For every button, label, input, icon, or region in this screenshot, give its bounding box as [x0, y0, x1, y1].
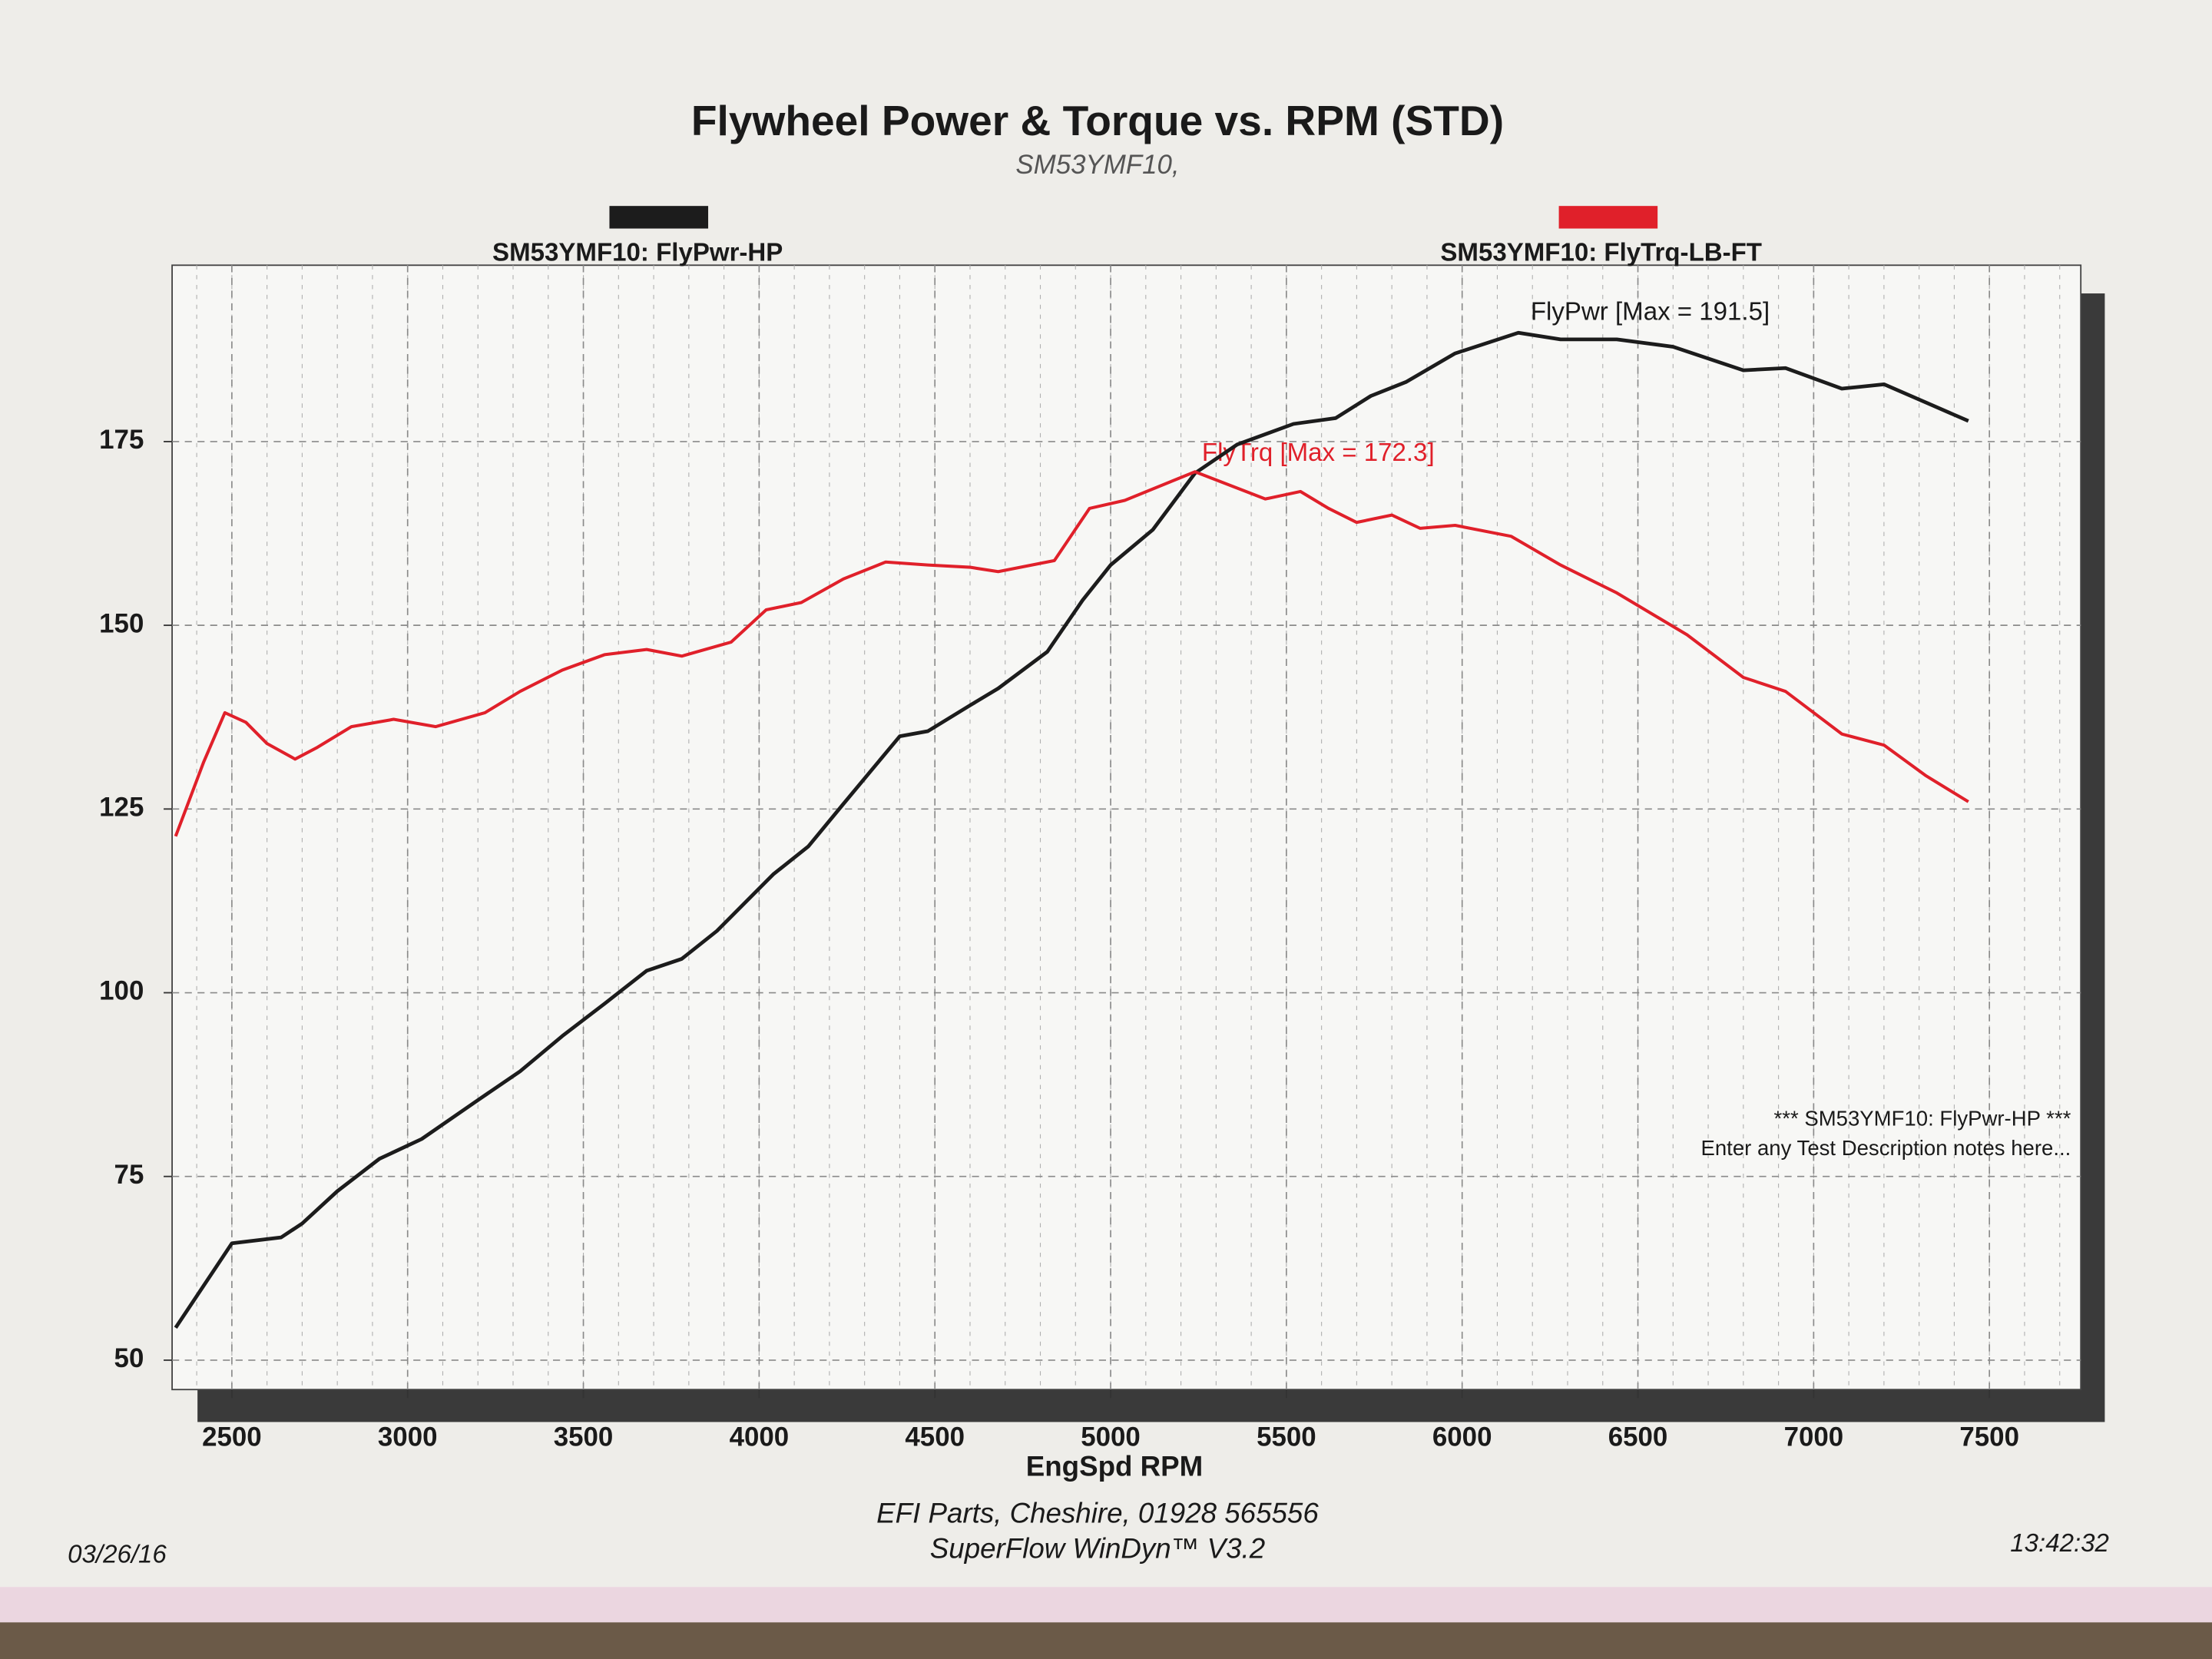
legend-swatch [1558, 206, 1658, 229]
note: *** SM53YMF10: FlyPwr-HP *** [1774, 1107, 2071, 1131]
x-tick-label: 5000 [1081, 1422, 1141, 1452]
date: 03/26/16 [68, 1541, 167, 1569]
y-tick-label: 175 [99, 425, 144, 455]
y-tick-label: 50 [114, 1343, 144, 1373]
x-tick-label: 3000 [378, 1422, 438, 1452]
x-tick-label: 7000 [1784, 1422, 1844, 1452]
legend-swatch [609, 206, 709, 229]
series-line [174, 330, 1969, 1330]
chart-title: Flywheel Power & Torque vs. RPM (STD) [691, 97, 1504, 144]
series-line [174, 470, 1969, 837]
legend-label: SM53YMF10: FlyTrq-LB-FT [1440, 238, 1762, 267]
y-tick-label: 75 [114, 1160, 144, 1190]
y-tick-label: 125 [99, 793, 144, 823]
grid-layer [172, 265, 2081, 1390]
y-tick-label: 150 [99, 608, 144, 638]
x-tick-label: 4000 [730, 1422, 790, 1452]
x-tick-label: 7500 [1959, 1422, 2019, 1452]
x-axis-label: EngSpd RPM [1026, 1451, 1204, 1482]
x-tick-label: 4500 [905, 1422, 965, 1452]
annotation: FlyPwr [Max = 191.5] [1531, 297, 1770, 326]
chart-subtitle: SM53YMF10, [1015, 150, 1179, 180]
x-tick-label: 2500 [202, 1422, 262, 1452]
x-tick-label: 6000 [1432, 1422, 1492, 1452]
time: 13:42:32 [2010, 1529, 2109, 1558]
footer: EFI Parts, Cheshire, 01928 565556 [876, 1497, 1319, 1528]
footer: SuperFlow WinDyn™ V3.2 [930, 1532, 1265, 1564]
x-tick-label: 3500 [554, 1422, 614, 1452]
x-tick-label: 5500 [1257, 1422, 1316, 1452]
legend-label: SM53YMF10: FlyPwr-HP [492, 238, 783, 267]
y-tick-label: 100 [99, 976, 144, 1006]
x-tick-label: 6500 [1608, 1422, 1668, 1452]
paper-edge [0, 1587, 2212, 1623]
note: Enter any Test Description notes here... [1700, 1136, 2071, 1160]
plot-area [171, 264, 2082, 1391]
